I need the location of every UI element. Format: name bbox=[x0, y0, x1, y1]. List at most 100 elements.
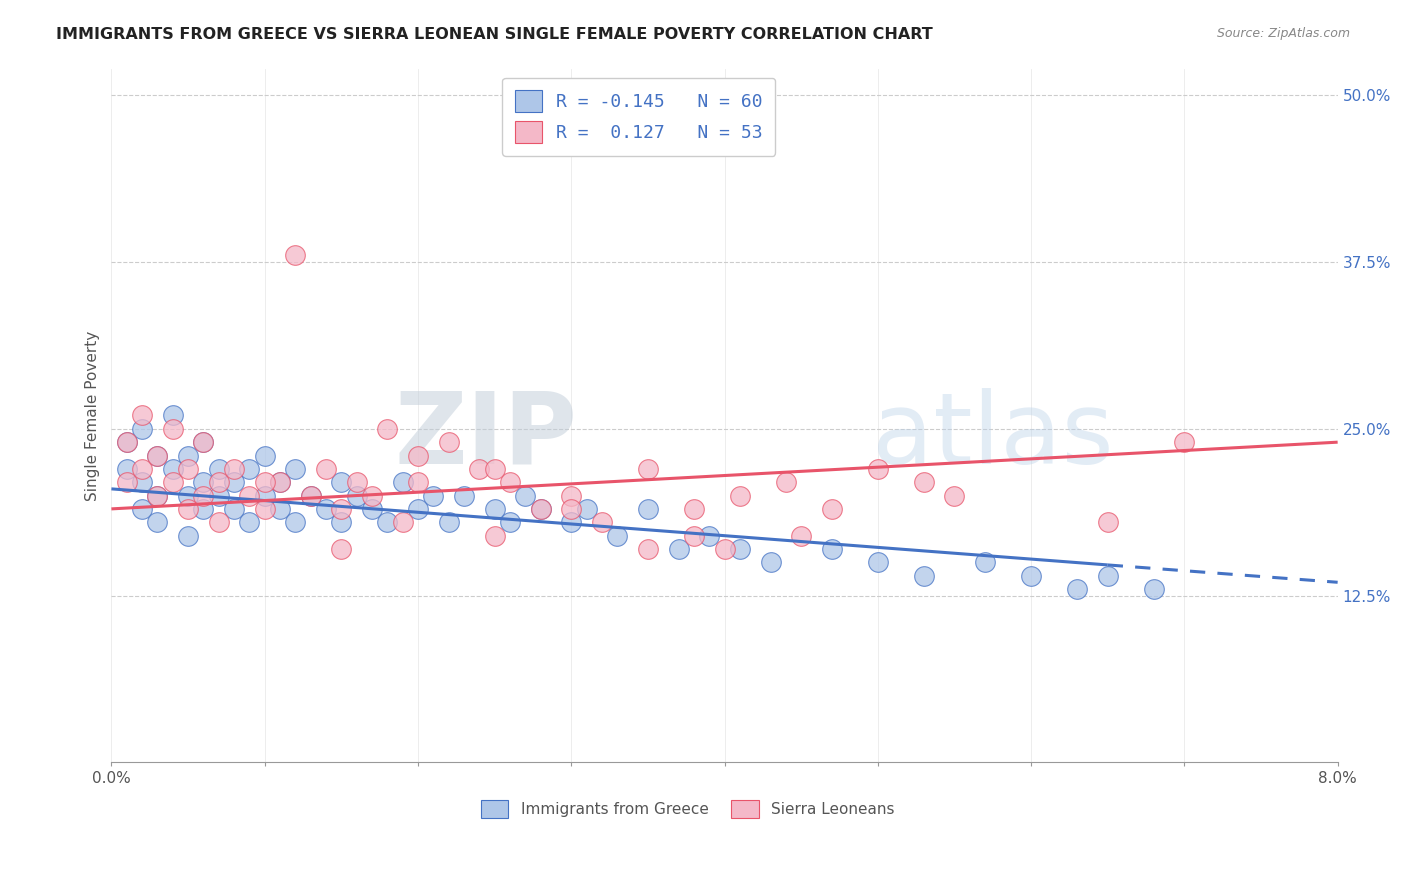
Point bbox=[468, 462, 491, 476]
Point bbox=[697, 528, 720, 542]
Point bbox=[453, 489, 475, 503]
Point bbox=[284, 462, 307, 476]
Point bbox=[346, 489, 368, 503]
Point bbox=[115, 475, 138, 490]
Point bbox=[821, 502, 844, 516]
Point bbox=[330, 475, 353, 490]
Point bbox=[759, 555, 782, 569]
Point bbox=[253, 489, 276, 503]
Point bbox=[146, 489, 169, 503]
Point bbox=[131, 475, 153, 490]
Point bbox=[115, 435, 138, 450]
Point bbox=[253, 502, 276, 516]
Point bbox=[912, 475, 935, 490]
Point bbox=[499, 475, 522, 490]
Point bbox=[529, 502, 551, 516]
Point bbox=[437, 435, 460, 450]
Point bbox=[131, 502, 153, 516]
Text: atlas: atlas bbox=[872, 388, 1114, 484]
Point bbox=[591, 515, 613, 529]
Point bbox=[606, 528, 628, 542]
Point bbox=[284, 248, 307, 262]
Point bbox=[728, 489, 751, 503]
Legend: Immigrants from Greece, Sierra Leoneans: Immigrants from Greece, Sierra Leoneans bbox=[475, 794, 901, 824]
Text: ZIP: ZIP bbox=[395, 388, 578, 484]
Point bbox=[668, 541, 690, 556]
Point bbox=[146, 449, 169, 463]
Point bbox=[560, 515, 582, 529]
Text: IMMIGRANTS FROM GREECE VS SIERRA LEONEAN SINGLE FEMALE POVERTY CORRELATION CHART: IMMIGRANTS FROM GREECE VS SIERRA LEONEAN… bbox=[56, 27, 934, 42]
Point bbox=[1019, 568, 1042, 582]
Point bbox=[375, 515, 398, 529]
Point bbox=[177, 462, 200, 476]
Point bbox=[269, 502, 291, 516]
Point bbox=[1066, 582, 1088, 596]
Point bbox=[560, 502, 582, 516]
Point bbox=[177, 528, 200, 542]
Point bbox=[1173, 435, 1195, 450]
Text: Source: ZipAtlas.com: Source: ZipAtlas.com bbox=[1216, 27, 1350, 40]
Point bbox=[346, 475, 368, 490]
Point bbox=[361, 502, 384, 516]
Point bbox=[315, 502, 337, 516]
Point bbox=[499, 515, 522, 529]
Point bbox=[208, 475, 231, 490]
Point bbox=[269, 475, 291, 490]
Point bbox=[193, 475, 215, 490]
Point bbox=[208, 462, 231, 476]
Point bbox=[484, 502, 506, 516]
Point bbox=[529, 502, 551, 516]
Point bbox=[238, 515, 260, 529]
Point bbox=[1097, 515, 1119, 529]
Point bbox=[330, 541, 353, 556]
Point bbox=[575, 502, 598, 516]
Point bbox=[422, 489, 444, 503]
Point bbox=[208, 515, 231, 529]
Point bbox=[637, 541, 659, 556]
Point bbox=[974, 555, 997, 569]
Point bbox=[253, 475, 276, 490]
Point bbox=[391, 515, 413, 529]
Point bbox=[299, 489, 322, 503]
Point bbox=[406, 502, 429, 516]
Point bbox=[115, 435, 138, 450]
Point bbox=[146, 489, 169, 503]
Point bbox=[131, 422, 153, 436]
Point bbox=[193, 435, 215, 450]
Point bbox=[222, 475, 245, 490]
Point bbox=[162, 422, 184, 436]
Point bbox=[330, 515, 353, 529]
Point bbox=[790, 528, 813, 542]
Point bbox=[406, 449, 429, 463]
Point bbox=[775, 475, 797, 490]
Point bbox=[131, 409, 153, 423]
Point bbox=[484, 462, 506, 476]
Point bbox=[437, 515, 460, 529]
Point bbox=[162, 462, 184, 476]
Point bbox=[375, 422, 398, 436]
Point bbox=[253, 449, 276, 463]
Point bbox=[177, 449, 200, 463]
Point bbox=[193, 489, 215, 503]
Point bbox=[866, 555, 889, 569]
Point bbox=[330, 502, 353, 516]
Point bbox=[238, 489, 260, 503]
Point bbox=[177, 502, 200, 516]
Point bbox=[943, 489, 966, 503]
Point bbox=[515, 489, 537, 503]
Point bbox=[299, 489, 322, 503]
Point bbox=[560, 489, 582, 503]
Point bbox=[193, 502, 215, 516]
Point bbox=[1143, 582, 1166, 596]
Point bbox=[162, 475, 184, 490]
Point bbox=[208, 489, 231, 503]
Point bbox=[131, 462, 153, 476]
Point bbox=[269, 475, 291, 490]
Point bbox=[115, 462, 138, 476]
Point bbox=[361, 489, 384, 503]
Point bbox=[683, 502, 706, 516]
Point bbox=[162, 409, 184, 423]
Point bbox=[484, 528, 506, 542]
Point bbox=[637, 502, 659, 516]
Y-axis label: Single Female Poverty: Single Female Poverty bbox=[86, 330, 100, 500]
